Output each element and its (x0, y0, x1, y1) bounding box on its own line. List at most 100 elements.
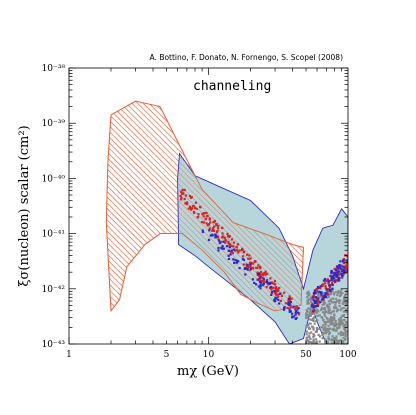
data-point (317, 295, 320, 298)
data-point (211, 228, 214, 231)
data-point (217, 227, 220, 230)
data-point (252, 262, 255, 265)
data-point (207, 223, 210, 226)
data-point (323, 303, 326, 306)
data-point (288, 308, 291, 311)
data-point (328, 285, 332, 288)
data-point (254, 260, 257, 263)
data-point (312, 298, 315, 301)
data-point (202, 215, 205, 218)
data-point (341, 302, 344, 305)
data-point (229, 243, 232, 246)
data-point (317, 293, 320, 296)
data-point (315, 311, 318, 315)
data-point (190, 208, 193, 211)
data-point (337, 290, 340, 293)
data-point (190, 196, 193, 199)
data-point (308, 336, 311, 339)
data-point (337, 279, 340, 282)
data-point (316, 308, 319, 311)
data-point (324, 287, 327, 290)
data-point (234, 249, 237, 252)
data-point (205, 222, 208, 225)
data-point (337, 326, 340, 329)
data-point (235, 246, 238, 249)
data-point (316, 314, 319, 317)
data-point (236, 243, 239, 246)
data-point (218, 242, 221, 245)
data-point (249, 269, 252, 272)
data-point (345, 290, 348, 293)
data-point (189, 207, 192, 210)
data-point (323, 301, 326, 304)
data-point (319, 287, 322, 290)
data-point (341, 260, 345, 263)
data-point (283, 308, 286, 311)
data-point (325, 292, 328, 295)
data-point (342, 266, 346, 269)
data-point (320, 308, 323, 311)
data-point (332, 338, 335, 341)
data-point (314, 292, 317, 295)
data-point (259, 281, 263, 284)
data-point (327, 300, 330, 303)
data-point (337, 332, 340, 335)
data-point (188, 205, 192, 208)
data-point (305, 325, 308, 328)
data-point (333, 307, 336, 310)
data-point (330, 323, 333, 326)
data-point (338, 270, 341, 273)
data-point (342, 262, 346, 265)
data-point (321, 285, 324, 288)
data-point (216, 229, 219, 233)
data-point (324, 322, 327, 325)
data-point (327, 338, 330, 341)
data-point (342, 310, 345, 313)
data-point (294, 311, 297, 314)
data-point (200, 220, 204, 224)
data-point (326, 296, 329, 299)
data-point (312, 293, 315, 297)
data-point (331, 289, 334, 292)
data-point (229, 253, 232, 256)
data-point (289, 298, 292, 301)
data-point (342, 336, 345, 339)
data-point (327, 295, 330, 298)
data-point (338, 304, 341, 307)
data-point (329, 292, 332, 295)
data-point (244, 273, 247, 276)
data-point (211, 234, 214, 237)
data-point (326, 329, 329, 332)
data-point (312, 312, 315, 315)
data-point (256, 273, 259, 276)
data-point (339, 331, 342, 334)
data-point (327, 324, 330, 327)
data-point (220, 226, 224, 230)
data-point (289, 310, 292, 313)
data-point (253, 281, 256, 284)
data-point (313, 322, 316, 325)
data-point (341, 276, 344, 279)
data-point (329, 283, 332, 287)
data-point (327, 336, 330, 339)
data-point (265, 286, 268, 289)
data-point (341, 292, 344, 295)
data-point (334, 342, 337, 344)
data-point (344, 334, 347, 337)
data-point (294, 317, 297, 320)
data-point (286, 306, 289, 309)
data-point (252, 267, 255, 270)
data-point (257, 285, 260, 288)
data-point (323, 311, 326, 314)
data-point (324, 294, 327, 297)
data-point (197, 213, 200, 216)
data-point (316, 302, 320, 305)
data-point (232, 245, 235, 248)
data-point (235, 259, 239, 262)
data-point (276, 295, 280, 298)
data-point (331, 287, 334, 290)
data-point (343, 338, 346, 341)
data-point (312, 341, 315, 344)
data-point (338, 318, 341, 321)
data-point (308, 292, 311, 295)
